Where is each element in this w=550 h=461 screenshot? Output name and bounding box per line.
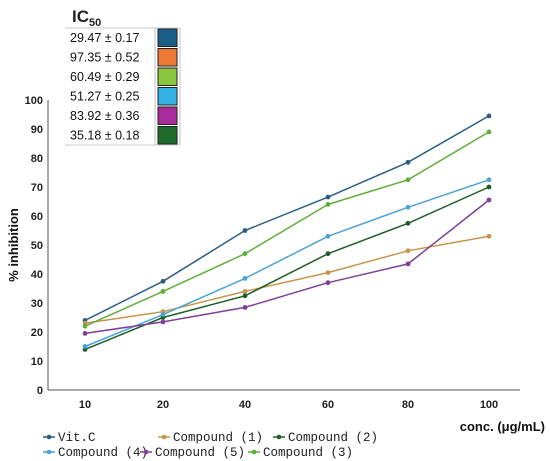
data-point [405,204,411,210]
legend-label: Compound (3) [263,446,353,460]
legend-label: Vit.C [58,431,96,445]
data-point [160,312,166,317]
ic50-value: 51.27 ± 0.25 [70,90,139,104]
data-point [160,319,166,325]
data-point [486,197,492,203]
y-tick-label: 90 [31,124,43,136]
ic50-value: 29.47 ± 0.17 [70,31,139,45]
data-point [405,177,411,183]
data-point [160,289,166,294]
legend-item: Compound (3) [248,446,353,460]
data-point [486,184,492,190]
series-layer [82,113,492,352]
series-line [84,115,490,322]
ic50-value: 83.92 ± 0.36 [70,109,139,123]
data-point [325,233,331,239]
series-line [84,199,490,335]
y-tick-label: 70 [31,182,43,194]
ic50-title-subscript: 50 [89,17,101,29]
legend-marker [46,434,52,440]
series-line [84,186,490,351]
y-tick-label: 50 [31,240,43,252]
y-tick-label: 20 [31,327,43,339]
y-axis-label: % inhibition [6,208,21,282]
series-4 [82,177,492,349]
y-tick-label: 40 [31,269,43,281]
data-point [486,233,492,239]
legend-item: Vit.C [43,431,96,445]
series-3 [82,184,492,352]
data-point [405,220,411,226]
series-2 [82,233,492,326]
x-tick-label: 60 [322,399,334,411]
data-point [160,278,166,284]
ic50-color-swatch [157,106,178,125]
data-point [486,177,492,183]
x-tick-label: 20 [157,399,169,411]
ic50-value: 97.35 ± 0.52 [70,51,139,65]
y-tick-label: 30 [31,298,43,310]
data-point [242,289,248,294]
legend-item: Compound (5) [140,446,245,460]
legend-marker [46,449,52,455]
data-point [82,331,88,336]
legend-item: Compound (2) [273,431,378,445]
series-line [84,235,490,325]
data-point [242,228,248,233]
data-point [325,202,331,207]
axes: 0 10 20 30 40 50 60 70 80 90 100 10 20 40 60 80 100 % inh… [6,95,545,434]
x-tick-label: 40 [239,399,251,411]
legend-marker [276,434,282,440]
ic50-title-main: IC [72,7,89,26]
legend-label: Compound (2) [288,431,378,445]
ic50-color-swatch [157,87,178,106]
y-tick-label: 10 [31,356,43,368]
data-point [242,251,248,257]
ic50-color-swatch [157,67,178,86]
ic50-value: 60.49 ± 0.29 [70,70,139,84]
data-point [242,305,248,310]
data-point [82,344,88,349]
legend-item: Compound (4) [43,446,148,460]
x-axis-label: conc. (μg/mL) [460,419,545,434]
legend-label: Compound (4) [58,446,148,460]
data-point [405,261,411,267]
ic50-value: 35.18 ± 0.18 [70,129,139,143]
legend-label: Compound (1) [173,431,263,445]
y-tick-label: 60 [31,211,43,223]
y-tick-label: 100 [25,95,43,107]
data-point [486,113,492,119]
ic50-title: IC50 [72,7,101,29]
x-tick-label: 80 [402,399,414,411]
data-point [405,159,411,165]
series-5 [82,197,492,336]
data-point [325,251,331,257]
legend-label: Compound (5) [155,446,245,460]
data-point [325,270,331,275]
data-point [242,293,248,299]
y-tick-label: 80 [31,153,43,165]
series-6 [82,129,492,329]
legend-marker [143,449,149,455]
data-point [405,248,411,254]
ic50-table: IC50 29.47 ± 0.17 97.35 ± 0.52 60.49 ± 0.2… [65,7,181,146]
ic50-color-swatch [157,28,178,47]
ic50-color-swatch [157,48,178,67]
series-line [84,179,490,348]
series-line [84,131,490,327]
ic50-color-swatch [157,126,178,145]
data-point [82,323,88,329]
data-point [325,194,331,200]
y-tick-label: 0 [37,385,43,397]
legend-item: Compound (1) [158,431,263,445]
data-point [242,276,248,281]
x-tick-label: 100 [480,399,498,411]
data-point [325,280,331,286]
legend: Vit.C Compound (1) Compound (2) Compound (4… [43,431,378,460]
x-tick-label: 10 [79,399,91,411]
legend-marker [251,449,257,455]
legend-marker [161,434,167,440]
data-point [486,129,492,135]
